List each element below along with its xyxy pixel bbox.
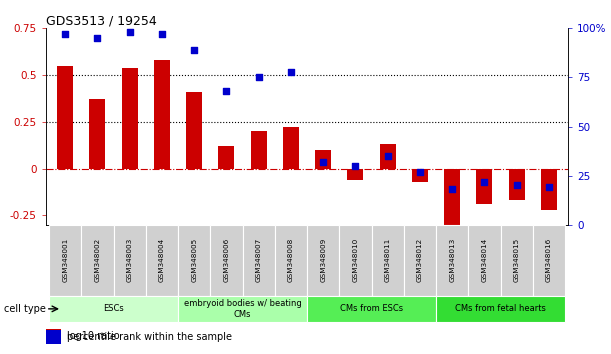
Text: GSM348004: GSM348004 <box>159 238 165 282</box>
Bar <box>533 225 565 296</box>
Text: GDS3513 / 19254: GDS3513 / 19254 <box>46 14 156 27</box>
Bar <box>146 225 178 296</box>
Point <box>286 69 296 74</box>
Bar <box>243 225 275 296</box>
Bar <box>541 169 557 210</box>
Bar <box>46 329 62 343</box>
Point <box>92 35 102 41</box>
Bar <box>210 225 243 296</box>
Bar <box>218 146 235 169</box>
Text: GSM348001: GSM348001 <box>62 238 68 282</box>
Bar <box>81 225 114 296</box>
Bar <box>275 225 307 296</box>
Point <box>382 153 392 159</box>
Text: GSM348010: GSM348010 <box>353 238 359 282</box>
Bar <box>122 68 137 169</box>
Bar <box>468 225 500 296</box>
Bar <box>46 330 62 344</box>
Text: GSM348006: GSM348006 <box>224 238 229 282</box>
Bar <box>89 99 106 169</box>
Bar <box>114 225 146 296</box>
Text: GSM348015: GSM348015 <box>514 238 519 282</box>
Bar <box>436 225 468 296</box>
Text: GSM348007: GSM348007 <box>255 238 262 282</box>
Text: GSM348013: GSM348013 <box>449 238 455 282</box>
Point <box>222 88 232 94</box>
Bar <box>477 169 492 204</box>
Text: log10 ratio: log10 ratio <box>67 331 119 341</box>
Point <box>254 75 263 80</box>
Bar <box>412 169 428 182</box>
Text: GSM348016: GSM348016 <box>546 238 552 282</box>
Bar <box>283 127 299 169</box>
Bar <box>57 66 73 169</box>
Point <box>351 163 360 169</box>
Point <box>544 185 554 190</box>
Text: percentile rank within the sample: percentile rank within the sample <box>67 332 232 342</box>
Point <box>415 169 425 175</box>
Bar <box>178 296 307 322</box>
Text: GSM348014: GSM348014 <box>481 238 488 282</box>
Point <box>318 159 328 165</box>
Point <box>157 32 167 37</box>
Point <box>512 183 522 188</box>
Text: GSM348012: GSM348012 <box>417 238 423 282</box>
Bar <box>178 225 210 296</box>
Bar <box>508 169 525 200</box>
Point <box>125 29 134 35</box>
Point <box>189 47 199 53</box>
Bar <box>49 296 178 322</box>
Bar <box>371 225 404 296</box>
Bar <box>347 169 364 180</box>
Bar <box>404 225 436 296</box>
Bar <box>444 169 460 225</box>
Text: cell type: cell type <box>4 304 46 314</box>
Bar <box>186 92 202 169</box>
Bar <box>436 296 565 322</box>
Bar <box>339 225 371 296</box>
Text: CMs from ESCs: CMs from ESCs <box>340 304 403 313</box>
Text: GSM348005: GSM348005 <box>191 238 197 282</box>
Text: CMs from fetal hearts: CMs from fetal hearts <box>455 304 546 313</box>
Point <box>60 32 70 37</box>
Text: ESCs: ESCs <box>103 304 124 313</box>
Point <box>447 187 457 192</box>
Point <box>480 179 489 184</box>
Bar <box>251 131 267 169</box>
Bar <box>315 150 331 169</box>
Text: GSM348002: GSM348002 <box>95 238 100 282</box>
Bar <box>500 225 533 296</box>
Text: embryoid bodies w/ beating
CMs: embryoid bodies w/ beating CMs <box>184 299 301 319</box>
Bar <box>307 225 339 296</box>
Text: GSM348011: GSM348011 <box>385 238 390 282</box>
Bar <box>379 144 396 169</box>
Bar <box>154 60 170 169</box>
Text: GSM348009: GSM348009 <box>320 238 326 282</box>
Bar <box>49 225 81 296</box>
Bar <box>307 296 436 322</box>
Text: GSM348008: GSM348008 <box>288 238 294 282</box>
Text: GSM348003: GSM348003 <box>126 238 133 282</box>
